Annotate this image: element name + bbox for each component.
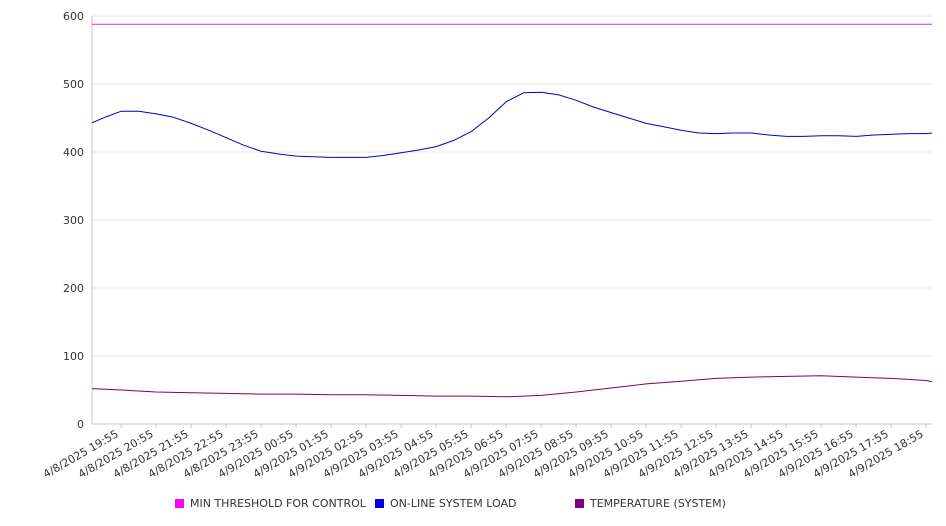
legend: MIN THRESHOLD FOR CONTROL ON-LINE SYSTEM… [0,497,946,517]
y-tick-label: 500 [63,78,84,91]
y-tick-label: 200 [63,282,84,295]
axes-layer [91,16,932,425]
y-tick-labels: 0 100 200 300 400 500 600 [63,10,84,431]
x-tick-labels: 4/8/2025 19:554/8/2025 20:554/8/2025 21:… [41,424,927,481]
legend-swatch-system-load [375,499,384,508]
series-layer [91,23,933,398]
y-tick-label: 600 [63,10,84,23]
grid-layer [92,15,932,357]
y-tick-label: 300 [63,214,84,227]
legend-swatch-temperature [575,499,584,508]
legend-label-min-threshold: MIN THRESHOLD FOR CONTROL [190,497,366,510]
series-line-system-load [91,91,933,158]
series-line-temperature [91,375,933,398]
legend-item-system-load: ON-LINE SYSTEM LOAD [375,497,516,510]
legend-swatch-min-threshold [175,499,184,508]
legend-label-temperature: TEMPERATURE (SYSTEM) [590,497,726,510]
y-tick-label: 100 [63,350,84,363]
legend-label-system-load: ON-LINE SYSTEM LOAD [390,497,517,510]
y-tick-label: 400 [63,146,84,159]
y-tick-label: 0 [77,418,84,431]
legend-item-temperature: TEMPERATURE (SYSTEM) [575,497,726,510]
legend-item-min-threshold: MIN THRESHOLD FOR CONTROL [175,497,366,510]
